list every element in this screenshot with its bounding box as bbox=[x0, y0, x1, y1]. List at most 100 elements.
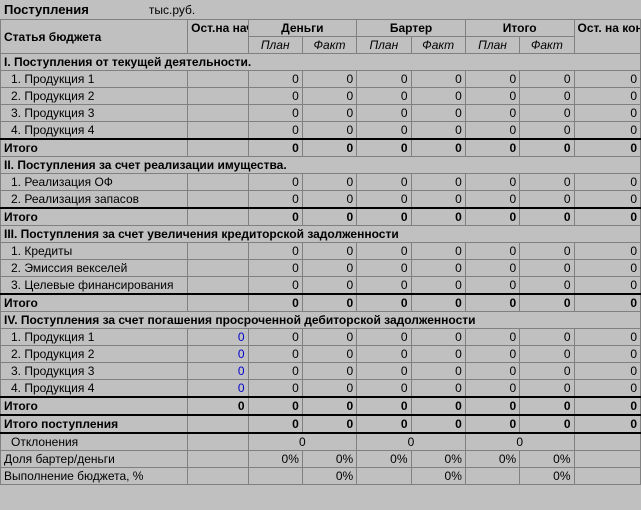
cell bbox=[188, 71, 248, 88]
cell: 0 bbox=[465, 122, 519, 140]
table-row: 3. Продукция 3 0 00 00 00 0 bbox=[1, 363, 641, 380]
cell: 0 bbox=[520, 243, 574, 260]
cell: 0 bbox=[357, 363, 411, 380]
cell bbox=[188, 415, 248, 433]
cell: 0 bbox=[248, 294, 302, 312]
table-row: 1. Реализация ОФ 00 00 00 0 bbox=[1, 174, 641, 191]
cell: 0% bbox=[357, 451, 411, 468]
row-name: Итого bbox=[1, 294, 188, 312]
cell: 0 bbox=[465, 88, 519, 105]
col-name: Статья бюджета bbox=[1, 20, 188, 54]
cell: 0 bbox=[302, 122, 356, 140]
cell: 0 bbox=[248, 174, 302, 191]
cell: 0 bbox=[188, 380, 248, 398]
cell: 0 bbox=[357, 415, 411, 433]
cell: 0 bbox=[520, 260, 574, 277]
cell: 0 bbox=[302, 415, 356, 433]
row-name: 2. Реализация запасов bbox=[1, 191, 188, 209]
row-name: Выполнение бюджета, % bbox=[1, 468, 188, 485]
cell: 0 bbox=[574, 122, 640, 140]
total-row: Итого 00 00 00 0 bbox=[1, 139, 641, 157]
cell: 0% bbox=[520, 468, 574, 485]
cell: 0 bbox=[520, 415, 574, 433]
cell: 0 bbox=[520, 105, 574, 122]
cell: 0 bbox=[520, 174, 574, 191]
col-barter: Бартер bbox=[357, 20, 466, 37]
row-name: Итого bbox=[1, 139, 188, 157]
cell: 0 bbox=[520, 346, 574, 363]
cell: 0% bbox=[411, 468, 465, 485]
table-row: 2. Эмиссия векселей 00 00 00 0 bbox=[1, 260, 641, 277]
cell: 0 bbox=[411, 243, 465, 260]
cell: 0 bbox=[465, 380, 519, 398]
cell bbox=[188, 208, 248, 226]
cell: 0 bbox=[465, 346, 519, 363]
cell: 0 bbox=[574, 88, 640, 105]
cell: 0 bbox=[574, 415, 640, 433]
cell bbox=[188, 243, 248, 260]
cell: 0 bbox=[302, 380, 356, 398]
total-row: Итого 0 00 00 00 0 bbox=[1, 397, 641, 415]
row-name: 1. Реализация ОФ bbox=[1, 174, 188, 191]
cell: 0 bbox=[465, 277, 519, 295]
cell: 0 bbox=[520, 191, 574, 209]
cell: 0 bbox=[248, 122, 302, 140]
section-header: I. Поступления от текущей деятельности. bbox=[1, 54, 641, 71]
cell: 0 bbox=[302, 174, 356, 191]
row-name: Отклонения bbox=[1, 433, 188, 451]
cell: 0 bbox=[248, 277, 302, 295]
title-row: Поступления тыс.руб. bbox=[0, 0, 641, 19]
exec-row: Выполнение бюджета, % 0% 0% 0% bbox=[1, 468, 641, 485]
cell: 0 bbox=[357, 174, 411, 191]
cell: 0% bbox=[520, 451, 574, 468]
table-row: 4. Продукция 4 0 00 00 00 0 bbox=[1, 380, 641, 398]
cell: 0 bbox=[357, 105, 411, 122]
table-body: I. Поступления от текущей деятельности. … bbox=[1, 54, 641, 485]
cell: 0 bbox=[520, 363, 574, 380]
row-name: Итого bbox=[1, 397, 188, 415]
cell: 0 bbox=[357, 139, 411, 157]
row-name: 4. Продукция 4 bbox=[1, 380, 188, 398]
cell: 0 bbox=[574, 329, 640, 346]
ratio-row: Доля бартер/деньги 0%0% 0%0% 0%0% bbox=[1, 451, 641, 468]
cell: 0 bbox=[302, 208, 356, 226]
cell: 0 bbox=[520, 380, 574, 398]
cell: 0 bbox=[411, 397, 465, 415]
cell: 0 bbox=[465, 397, 519, 415]
cell: 0 bbox=[520, 88, 574, 105]
cell bbox=[188, 88, 248, 105]
cell: 0 bbox=[574, 294, 640, 312]
cell: 0 bbox=[574, 363, 640, 380]
cell bbox=[188, 174, 248, 191]
cell: 0 bbox=[248, 71, 302, 88]
cell: 0 bbox=[302, 294, 356, 312]
cell: 0 bbox=[248, 243, 302, 260]
cell: 0 bbox=[302, 346, 356, 363]
sub-plan: План bbox=[357, 37, 411, 54]
cell: 0 bbox=[357, 243, 411, 260]
cell: 0 bbox=[302, 397, 356, 415]
cell: 0 bbox=[302, 71, 356, 88]
sub-fact: Факт bbox=[411, 37, 465, 54]
cell: 0 bbox=[302, 243, 356, 260]
table-header: Статья бюджета Ост.на начало Деньги Барт… bbox=[1, 20, 641, 54]
cell: 0 bbox=[357, 380, 411, 398]
cell: 0 bbox=[411, 122, 465, 140]
cell: 0 bbox=[248, 397, 302, 415]
cell: 0 bbox=[411, 329, 465, 346]
cell: 0 bbox=[357, 329, 411, 346]
total-row: Итого 00 00 00 0 bbox=[1, 294, 641, 312]
row-name: 3. Продукция 3 bbox=[1, 105, 188, 122]
col-start: Ост.на начало bbox=[188, 20, 248, 54]
cell: 0 bbox=[357, 277, 411, 295]
cell: 0 bbox=[574, 243, 640, 260]
row-name: 1. Продукция 1 bbox=[1, 71, 188, 88]
col-end: Ост. на конец bbox=[574, 20, 640, 54]
cell: 0 bbox=[188, 397, 248, 415]
row-name: 2. Продукция 2 bbox=[1, 88, 188, 105]
cell: 0 bbox=[574, 397, 640, 415]
cell: 0 bbox=[411, 415, 465, 433]
cell: 0 bbox=[248, 363, 302, 380]
row-name: 4. Продукция 4 bbox=[1, 122, 188, 140]
cell: 0 bbox=[248, 380, 302, 398]
